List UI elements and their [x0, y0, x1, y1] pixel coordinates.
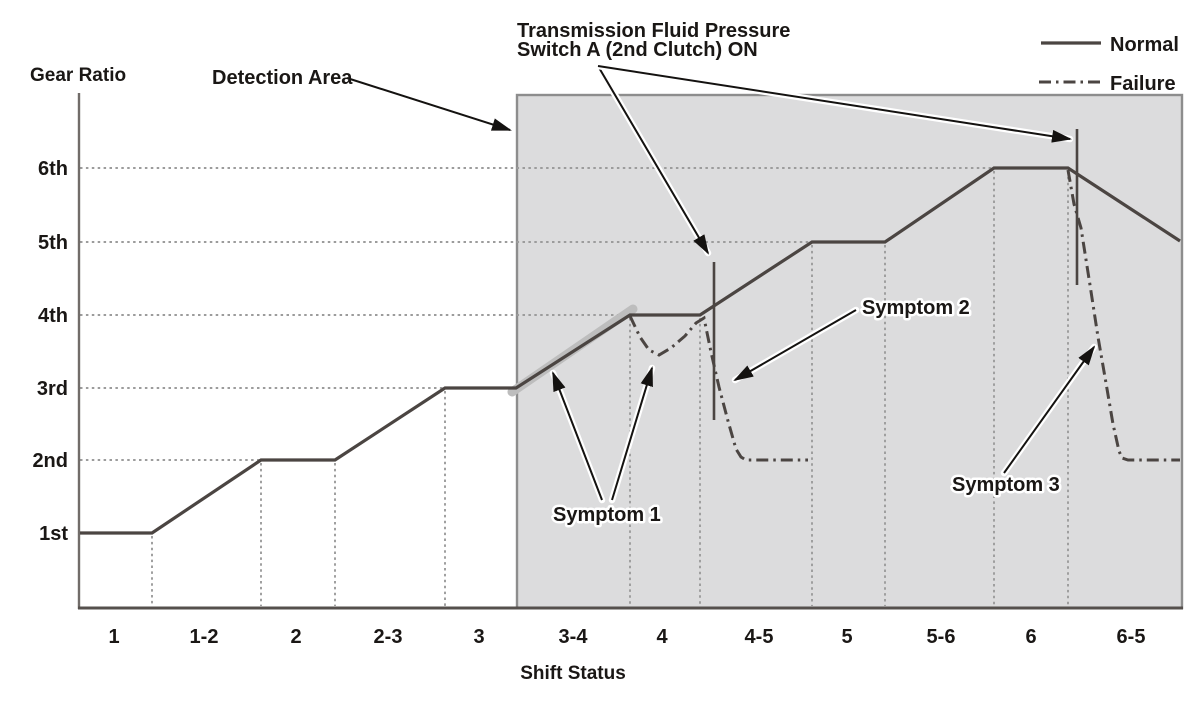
symptom3-label: Symptom 3	[952, 474, 1060, 496]
failure-line-segment-2	[1066, 169, 1180, 462]
y-tick-labels: 6th 5th 4th 3rd 2nd 1st	[32, 158, 68, 545]
x-tick-label: 5	[841, 626, 852, 648]
legend-failure-label: Failure	[1110, 73, 1176, 95]
x-tick-label: 2	[290, 626, 301, 648]
x-tick-label: 4	[656, 626, 668, 648]
symptom2-arrow	[733, 309, 857, 382]
x-tick-label: 2-3	[374, 626, 403, 648]
symptom1-b-arrow	[611, 366, 653, 501]
y-tick-label: 3rd	[37, 378, 68, 400]
pressure-switch-markers	[712, 129, 1079, 420]
x-tick-label: 5-6	[927, 626, 956, 648]
pressure-switch-b-arrow	[597, 65, 1072, 143]
x-tick-label: 3	[473, 626, 484, 648]
symptom3-arrow	[1003, 345, 1096, 474]
normal-line	[80, 166, 1181, 535]
symptom2-label: Symptom 2	[862, 297, 970, 319]
y-axis-title: Gear Ratio	[30, 65, 126, 86]
annotation-arrows	[343, 62, 1098, 504]
symptom1-label: Symptom 1	[553, 504, 661, 526]
legend-normal-label: Normal	[1110, 34, 1179, 56]
pressure-switch-label-line2: Switch A (2nd Clutch) ON	[517, 39, 758, 61]
y-tick-label: 1st	[39, 523, 68, 545]
y-tick-label: 6th	[38, 158, 68, 180]
detection-area-arrow	[346, 77, 512, 131]
legend: Normal Failure	[1039, 34, 1179, 95]
x-tick-label: 6-5	[1117, 626, 1146, 648]
x-tick-label: 4-5	[745, 626, 774, 648]
x-axis-title: Shift Status	[520, 663, 626, 684]
x-tick-label: 1	[108, 626, 119, 648]
x-tick-label: 3-4	[559, 626, 589, 648]
pressure-switch-label-line1: Transmission Fluid Pressure	[517, 20, 790, 42]
symptom1-a-arrow	[552, 371, 603, 501]
y-tick-label: 2nd	[32, 450, 68, 472]
gridlines	[80, 167, 1069, 606]
x-tick-labels: 1 1-2 2 2-3 3 3-4 4 4-5 5 5-6 6 6-5	[108, 626, 1145, 648]
detection-area-label: Detection Area	[212, 67, 353, 89]
x-tick-label: 1-2	[190, 626, 219, 648]
x-tick-label: 6	[1025, 626, 1036, 648]
failure-line-segment-1	[628, 315, 808, 462]
pressure-switch-a-arrow	[597, 65, 710, 255]
y-tick-label: 5th	[38, 232, 68, 254]
detection-area-region	[515, 93, 1184, 610]
y-tick-label: 4th	[38, 305, 68, 327]
